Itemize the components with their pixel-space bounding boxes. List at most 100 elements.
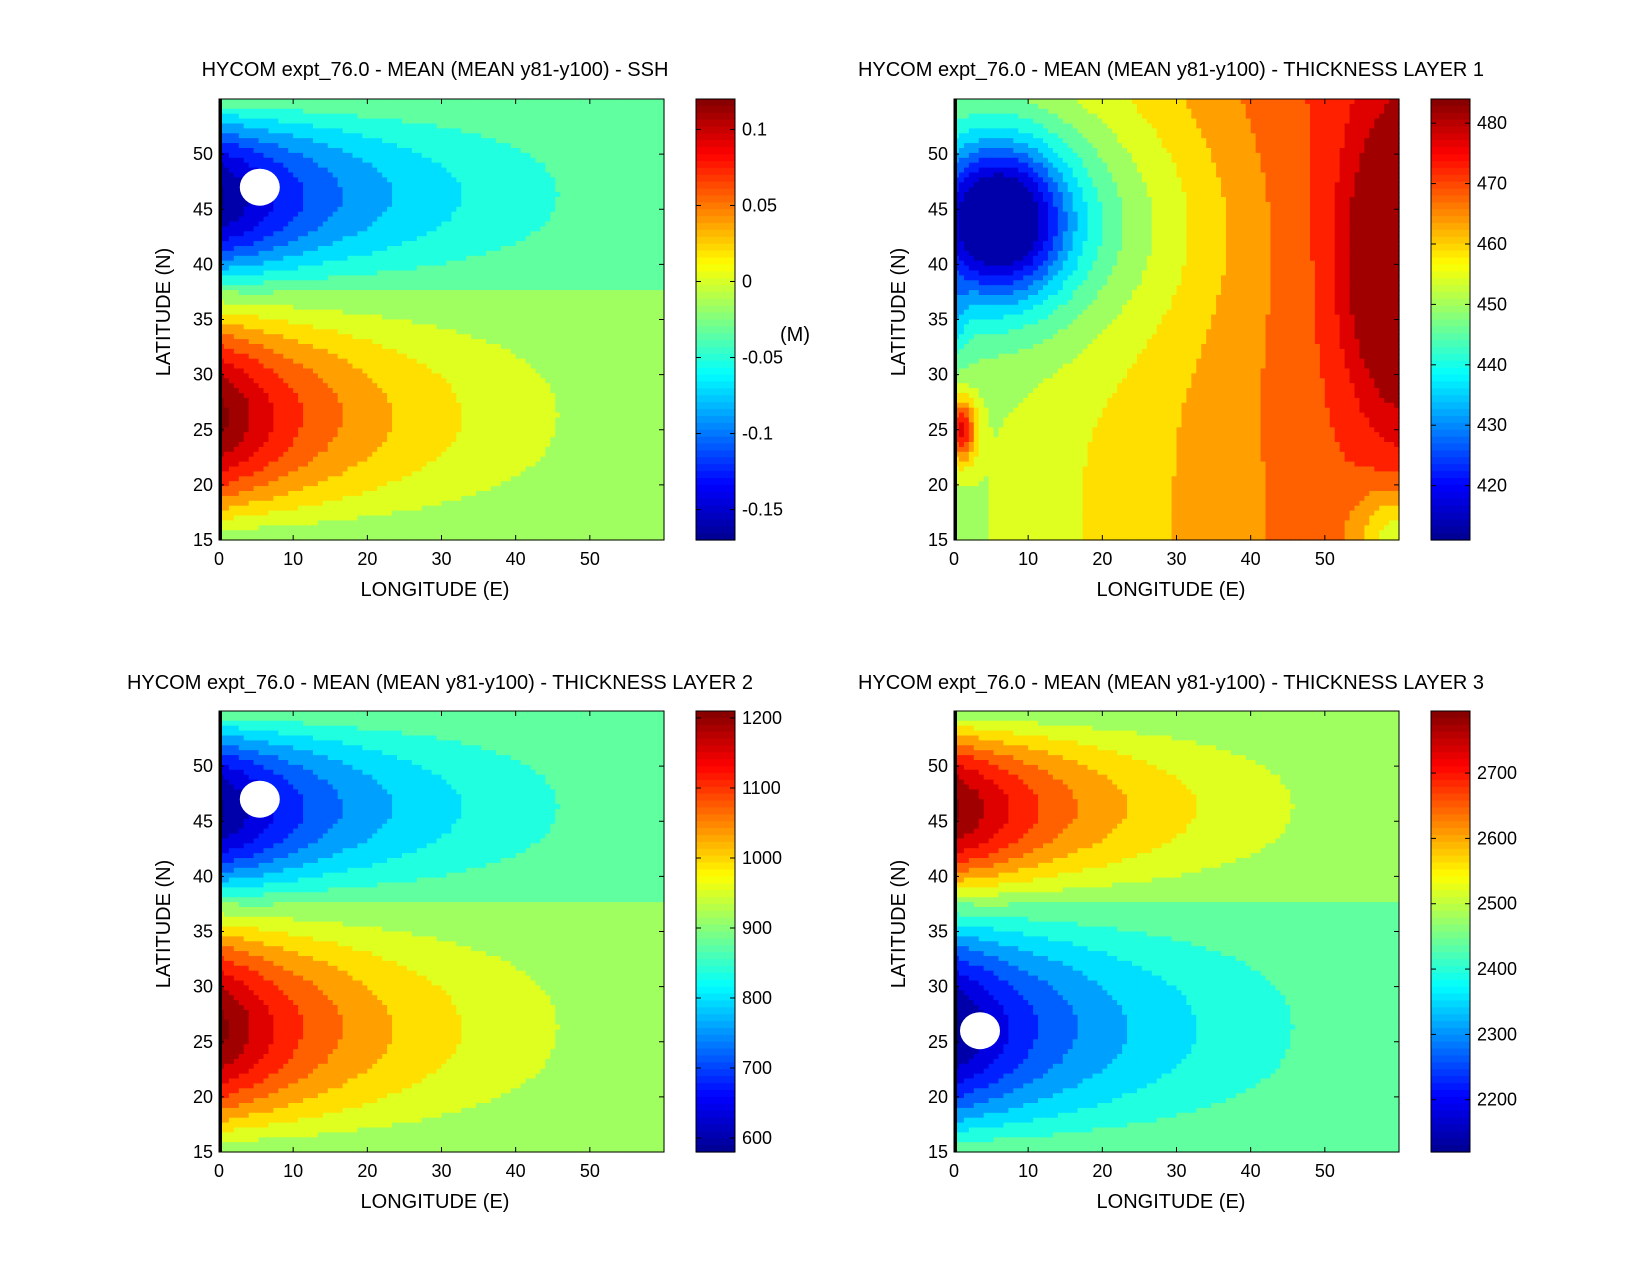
heatmap-cell (422, 99, 428, 105)
heatmap-cell (353, 119, 359, 125)
heatmap-cell (466, 99, 472, 105)
heatmap-cell (466, 114, 472, 120)
heatmap-cell (639, 119, 645, 125)
heatmap-cell (412, 119, 418, 125)
heatmap-cell (323, 133, 329, 139)
heatmap-cell (570, 104, 576, 110)
heatmap-cell (526, 138, 532, 144)
heatmap-cell (461, 99, 467, 105)
heatmap-cell (239, 114, 245, 120)
heatmap-cell (382, 124, 388, 130)
heatmap-cell (615, 124, 621, 130)
heatmap-cell (333, 114, 339, 120)
heatmap-cell (456, 99, 462, 105)
heatmap-cell (372, 114, 378, 120)
heatmap-cell (501, 148, 507, 154)
heatmap-cell (456, 158, 462, 164)
heatmap-cell (427, 109, 433, 115)
heatmap-cell (224, 114, 230, 120)
heatmap-cell (382, 133, 388, 139)
heatmap-cell (491, 124, 497, 130)
heatmap-cell (249, 99, 255, 105)
heatmap-cell (555, 109, 561, 115)
heatmap-cell (506, 143, 512, 149)
heatmap-cell (526, 133, 532, 139)
heatmap-cell (456, 133, 462, 139)
heatmap-cell (456, 153, 462, 159)
heatmap-cell (451, 153, 457, 159)
heatmap-cell (283, 99, 289, 105)
heatmap-cell (308, 133, 314, 139)
heatmap-cell (521, 114, 527, 120)
heatmap-cell (268, 104, 274, 110)
heatmap-cell (555, 99, 561, 105)
heatmap-cell (264, 148, 270, 154)
heatmap-cell (362, 114, 368, 120)
heatmap-cell (575, 124, 581, 130)
heatmap-cell (570, 119, 576, 125)
heatmap-cell (229, 153, 235, 159)
heatmap-cell (333, 158, 339, 164)
heatmap-cell (634, 109, 640, 115)
heatmap-cell (501, 158, 507, 164)
heatmap-cell (466, 163, 472, 169)
heatmap-cell (550, 148, 556, 154)
heatmap-cell (254, 138, 260, 144)
heatmap-cell (531, 158, 537, 164)
heatmap-cell (377, 143, 383, 149)
heatmap-cell (412, 153, 418, 159)
heatmap-cell (318, 104, 324, 110)
heatmap-cell (259, 148, 265, 154)
heatmap-cell (328, 153, 334, 159)
heatmap-cell (634, 99, 640, 105)
heatmap-cell (501, 124, 507, 130)
heatmap-cell (521, 99, 527, 105)
heatmap-cell (308, 119, 314, 125)
heatmap-cell (402, 138, 408, 144)
heatmap-cell (634, 128, 640, 134)
heatmap-cell (264, 104, 270, 110)
heatmap-cell (540, 99, 546, 105)
heatmap-cell (565, 104, 571, 110)
heatmap-cell (362, 119, 368, 125)
heatmap-cell (471, 143, 477, 149)
heatmap-cell (491, 138, 497, 144)
heatmap-cell (402, 124, 408, 130)
heatmap-cell (229, 138, 235, 144)
heatmap-cell (234, 114, 240, 120)
heatmap-cell (283, 124, 289, 130)
heatmap-cell (293, 143, 299, 149)
heatmap-cell (644, 128, 650, 134)
heatmap-cell (422, 109, 428, 115)
heatmap-cell (377, 158, 383, 164)
heatmap-cell (639, 158, 645, 164)
heatmap-cell (476, 124, 482, 130)
heatmap-cell (615, 109, 621, 115)
heatmap-cell (298, 143, 304, 149)
heatmap-cell (244, 109, 250, 115)
heatmap-cell (476, 99, 482, 105)
heatmap-cell (496, 158, 502, 164)
heatmap-cell (293, 153, 299, 159)
heatmap-cell (486, 128, 492, 134)
heatmap-cell (555, 119, 561, 125)
heatmap-cell (333, 99, 339, 105)
heatmap-cell (615, 119, 621, 125)
heatmap-cell (580, 114, 586, 120)
heatmap-cell (362, 133, 368, 139)
heatmap-cell (264, 158, 270, 164)
heatmap-cell (288, 138, 294, 144)
heatmap-cell (298, 158, 304, 164)
heatmap-cell (328, 148, 334, 154)
heatmap-cell (511, 148, 517, 154)
heatmap-cell (600, 99, 606, 105)
heatmap-cell (466, 138, 472, 144)
heatmap-cell (313, 148, 319, 154)
heatmap-cell (422, 128, 428, 134)
heatmap-cell (605, 124, 611, 130)
heatmap-cell (451, 138, 457, 144)
heatmap-cell (466, 128, 472, 134)
heatmap-cell (362, 109, 368, 115)
heatmap-cell (328, 104, 334, 110)
heatmap-cell (427, 143, 433, 149)
